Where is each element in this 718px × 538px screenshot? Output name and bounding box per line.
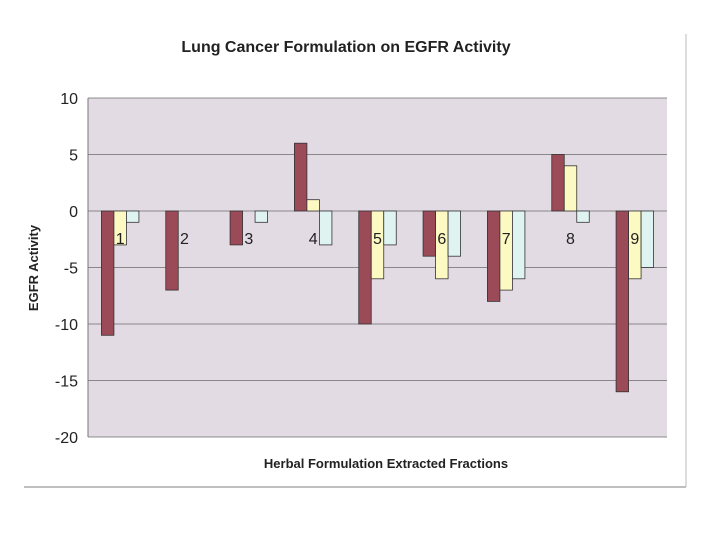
bar [383, 210, 397, 246]
bar [229, 210, 243, 246]
y-tick-label: -5 [64, 261, 78, 278]
chart-title: Lung Cancer Formulation on EGFR Activity [181, 39, 510, 56]
bar [512, 210, 526, 280]
x-tick-label: 9 [630, 231, 639, 248]
bar [422, 210, 436, 257]
bar [487, 210, 501, 302]
y-axis-label: EGFR Activity [26, 224, 41, 311]
bar [101, 210, 115, 336]
bars [101, 142, 654, 393]
bar [319, 210, 333, 246]
bar [254, 210, 268, 223]
bar [615, 210, 629, 393]
x-axis-label: Herbal Formulation Extracted Fractions [264, 456, 508, 471]
x-tick-label: 6 [437, 231, 446, 248]
x-tick-label: 3 [244, 231, 253, 248]
y-tick-label: -10 [55, 317, 78, 334]
bar [358, 210, 372, 325]
y-tick-labels: 10 5 0 -5 -10 -15 -20 [55, 91, 78, 447]
bar [165, 210, 179, 291]
bar [113, 210, 127, 246]
bar [499, 210, 513, 291]
y-tick-label: 10 [60, 91, 78, 108]
x-tick-label: 7 [502, 231, 511, 248]
bar [447, 210, 461, 257]
y-tick-label: -15 [55, 374, 78, 391]
x-tick-label: 1 [116, 231, 125, 248]
x-tick-label: 5 [373, 231, 382, 248]
bar [126, 210, 140, 223]
x-tick-label: 4 [309, 231, 318, 248]
bar [563, 165, 578, 212]
bar [551, 154, 565, 212]
y-tick-label: -20 [55, 430, 78, 447]
x-tick-label: 2 [180, 231, 189, 248]
bar [294, 142, 308, 212]
bar [640, 210, 654, 268]
bar [576, 210, 590, 223]
y-tick-label: 5 [69, 148, 78, 165]
y-tick-label: 0 [69, 204, 78, 221]
x-tick-label: 8 [566, 231, 575, 248]
bar [306, 199, 320, 212]
x-tick-labels: 1 2 3 4 5 6 7 8 9 [116, 231, 640, 248]
